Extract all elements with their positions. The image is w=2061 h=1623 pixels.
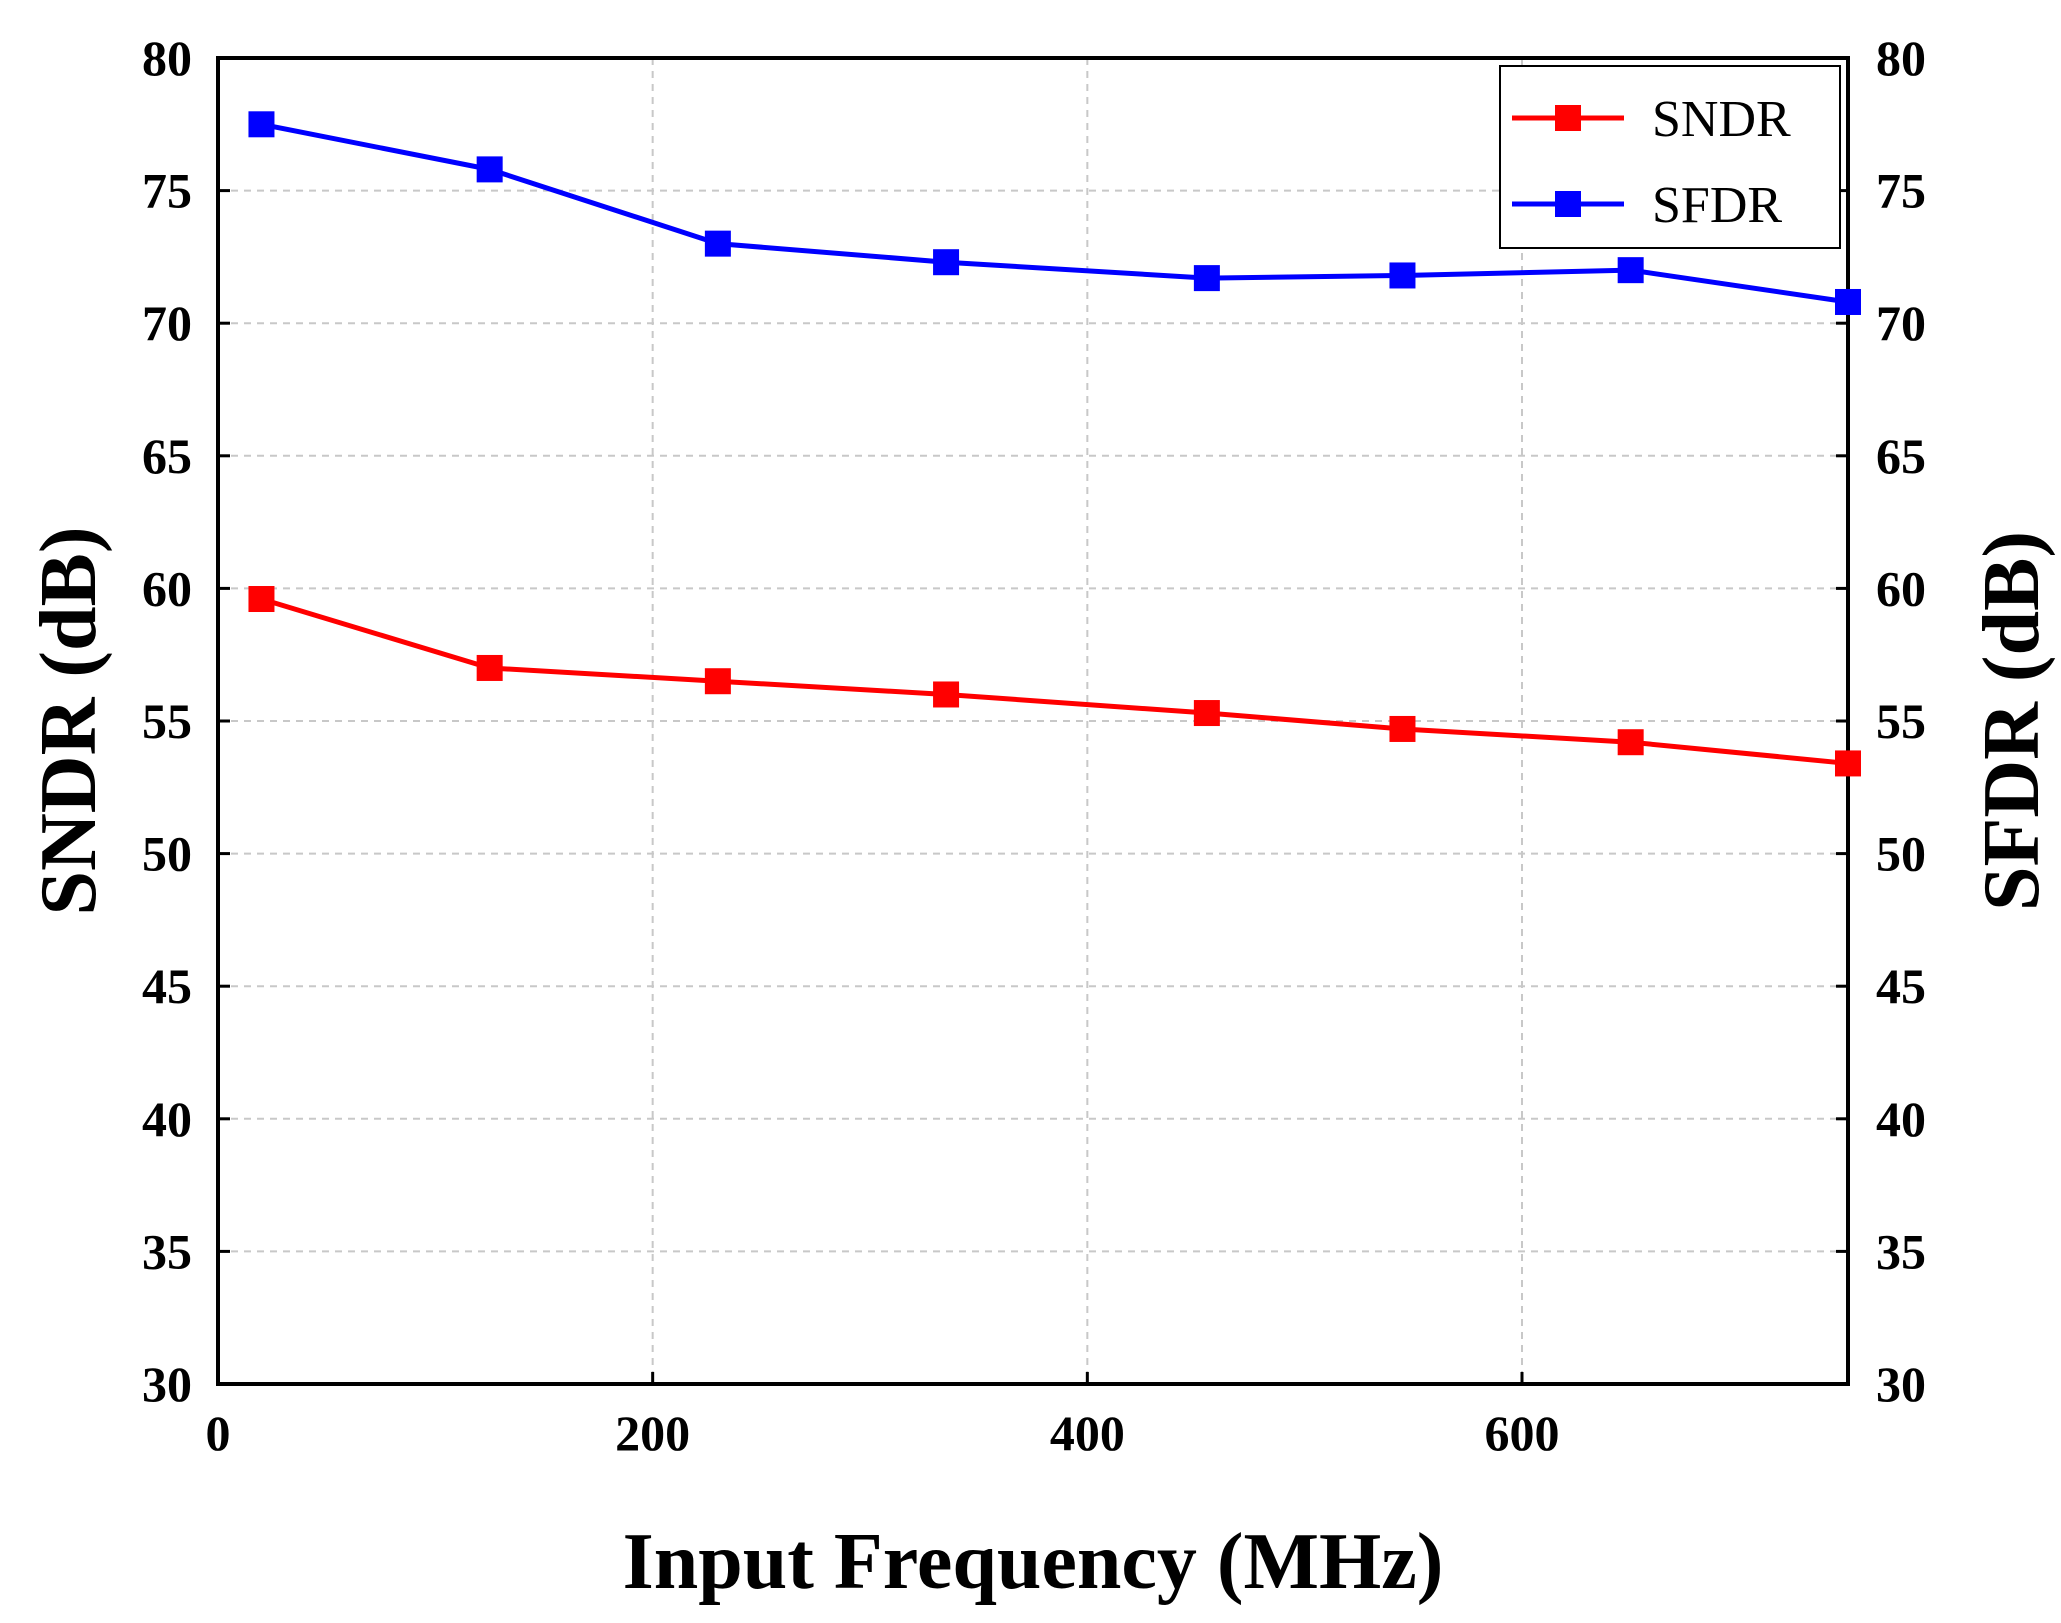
sfdr-point bbox=[248, 111, 275, 138]
y-left-tick-label: 60 bbox=[142, 560, 192, 616]
y-left-tick-label: 45 bbox=[142, 958, 192, 1014]
sndr-point bbox=[1193, 700, 1220, 727]
legend-sndr-marker bbox=[1555, 105, 1581, 131]
x-tick-label: 200 bbox=[615, 1405, 690, 1461]
y-right-tick-label: 45 bbox=[1876, 958, 1926, 1014]
axis-ticks: 0 200 400 600 30 30 35 35 40 40 45 45 50 50 55 55 60 60 65… bbox=[142, 30, 1926, 1461]
y-left-tick-label: 80 bbox=[142, 30, 192, 86]
sndr-point bbox=[476, 654, 503, 681]
y-left-tick-label: 40 bbox=[142, 1091, 192, 1147]
y-left-tick-label: 35 bbox=[142, 1223, 192, 1279]
sndr-point bbox=[1617, 729, 1644, 756]
sfdr-point bbox=[476, 156, 503, 183]
y-right-tick-label: 50 bbox=[1876, 826, 1926, 882]
y-left-tick-label: 55 bbox=[142, 693, 192, 749]
y-right-tick-label: 35 bbox=[1876, 1223, 1926, 1279]
y-left-tick-label: 75 bbox=[142, 163, 192, 219]
y-left-tick-label: 65 bbox=[142, 428, 192, 484]
y-right-tick-label: 60 bbox=[1876, 560, 1926, 616]
y-right-tick-label: 40 bbox=[1876, 1091, 1926, 1147]
legend-sfdr-label: SFDR bbox=[1652, 177, 1782, 234]
y-left-tick-label: 70 bbox=[142, 295, 192, 351]
legend-box bbox=[1499, 65, 1841, 249]
sndr-point bbox=[248, 586, 275, 613]
legend: SNDR SFDR bbox=[1499, 65, 1841, 249]
x-tick-label: 600 bbox=[1485, 1405, 1560, 1461]
sndr-line bbox=[260, 596, 1849, 766]
sfdr-point bbox=[1617, 257, 1644, 284]
y-axis-right-title: SFDR (dB) bbox=[1968, 531, 2056, 911]
sfdr-line bbox=[260, 121, 1849, 305]
y-right-tick-label: 55 bbox=[1876, 693, 1926, 749]
legend-sfdr-marker bbox=[1555, 191, 1581, 217]
sndr-point bbox=[704, 668, 731, 695]
data-series bbox=[248, 111, 1861, 777]
sfdr-point bbox=[704, 230, 731, 257]
y-right-tick-label: 70 bbox=[1876, 295, 1926, 351]
grid-lines bbox=[218, 58, 1848, 1384]
sfdr-point bbox=[1835, 288, 1861, 315]
y-right-tick-label: 75 bbox=[1876, 163, 1926, 219]
sfdr-point bbox=[933, 249, 960, 276]
y-right-tick-label: 80 bbox=[1876, 30, 1926, 86]
x-axis-title: Input Frequency (MHz) bbox=[623, 1518, 1444, 1606]
sndr-point bbox=[1389, 715, 1416, 742]
x-tick-label: 400 bbox=[1050, 1405, 1125, 1461]
x-tick-label: 0 bbox=[206, 1405, 231, 1461]
legend-sndr-label: SNDR bbox=[1652, 91, 1791, 148]
y-left-tick-label: 50 bbox=[142, 826, 192, 882]
sndr-point bbox=[933, 681, 960, 708]
sfdr-point bbox=[1389, 262, 1416, 289]
sfdr-point bbox=[1193, 265, 1220, 292]
y-axis-left-title: SNDR (dB) bbox=[25, 527, 113, 916]
y-right-tick-label: 65 bbox=[1876, 428, 1926, 484]
y-left-tick-label: 30 bbox=[142, 1356, 192, 1412]
y-right-tick-label: 30 bbox=[1876, 1356, 1926, 1412]
sndr-point bbox=[1835, 750, 1861, 777]
plot-frame bbox=[216, 56, 1850, 1386]
